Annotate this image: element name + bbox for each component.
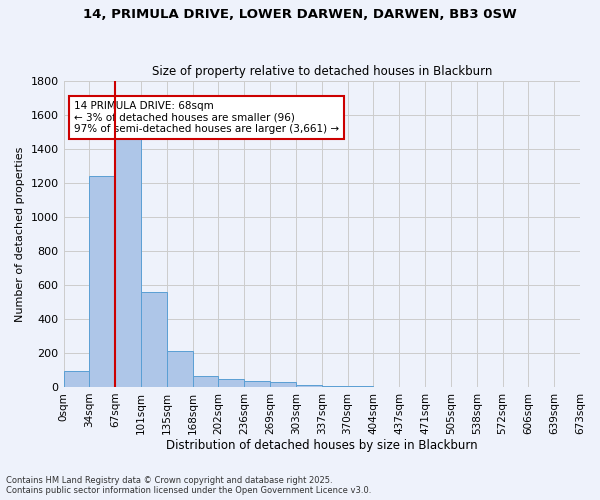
Title: Size of property relative to detached houses in Blackburn: Size of property relative to detached ho… [152,66,492,78]
Bar [115,130,141,387]
Bar [89,176,115,387]
Bar [296,386,322,387]
Bar [244,381,270,387]
Bar [270,382,296,387]
Bar [64,370,89,387]
Bar [167,352,193,387]
Y-axis label: Number of detached properties: Number of detached properties [15,146,25,322]
Text: Contains HM Land Registry data © Crown copyright and database right 2025.
Contai: Contains HM Land Registry data © Crown c… [6,476,371,495]
Text: 14 PRIMULA DRIVE: 68sqm
← 3% of detached houses are smaller (96)
97% of semi-det: 14 PRIMULA DRIVE: 68sqm ← 3% of detached… [74,101,339,134]
Bar [347,386,373,387]
Text: 14, PRIMULA DRIVE, LOWER DARWEN, DARWEN, BB3 0SW: 14, PRIMULA DRIVE, LOWER DARWEN, DARWEN,… [83,8,517,20]
Bar [141,292,167,387]
X-axis label: Distribution of detached houses by size in Blackburn: Distribution of detached houses by size … [166,440,478,452]
Bar [218,380,244,387]
Bar [322,386,347,387]
Bar [193,376,218,387]
